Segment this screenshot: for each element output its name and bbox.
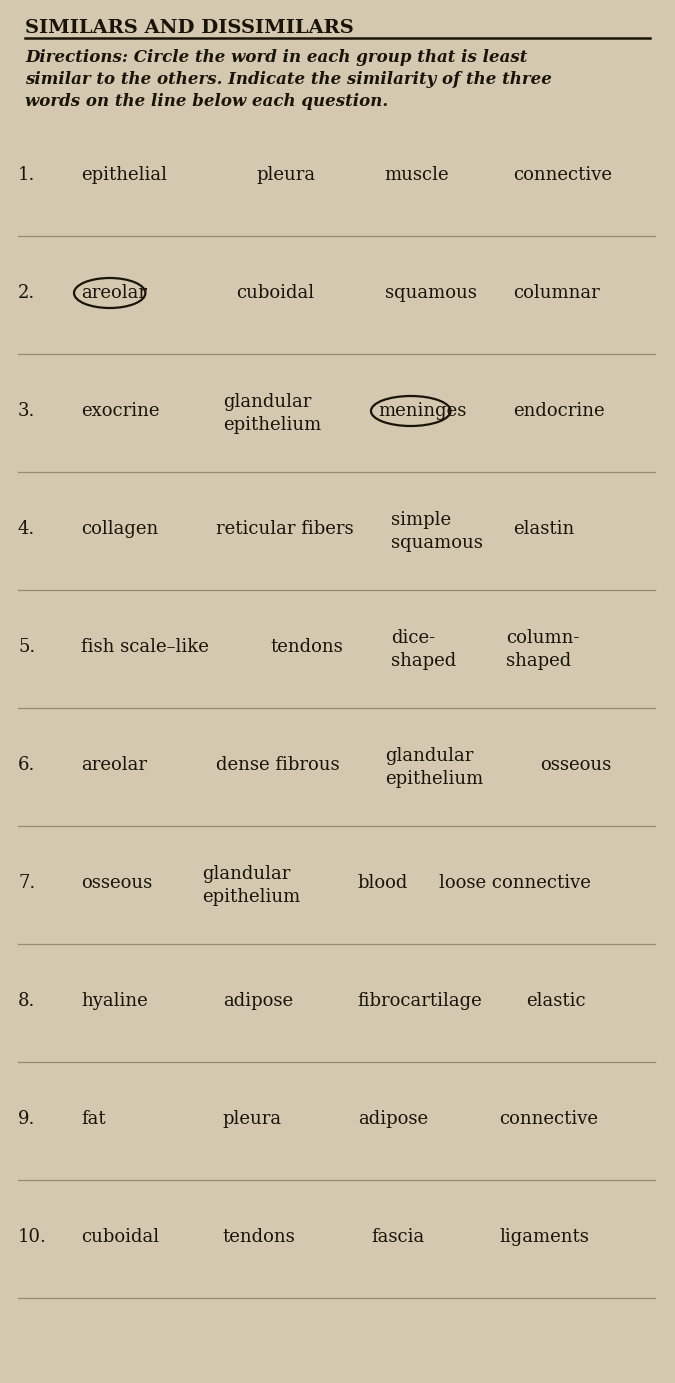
Text: loose connective: loose connective [439, 874, 591, 892]
Text: dense fibrous: dense fibrous [216, 757, 340, 774]
Text: pleura: pleura [256, 166, 316, 184]
Text: epithelium: epithelium [202, 888, 301, 906]
Text: endocrine: endocrine [513, 402, 605, 420]
Text: hyaline: hyaline [81, 992, 148, 1010]
Text: words on the line below each question.: words on the line below each question. [25, 94, 388, 111]
Text: 5.: 5. [18, 638, 35, 656]
Text: shaped: shaped [392, 651, 457, 669]
Text: adipose: adipose [223, 992, 293, 1010]
Text: Directions: Circle the word in each group that is least: Directions: Circle the word in each grou… [25, 50, 527, 66]
Text: pleura: pleura [223, 1111, 282, 1129]
Text: areolar: areolar [81, 757, 147, 774]
Text: epithelium: epithelium [385, 770, 483, 788]
Text: areolar: areolar [81, 284, 147, 301]
Text: 1.: 1. [18, 166, 35, 184]
Text: columnar: columnar [513, 284, 600, 301]
Text: 2.: 2. [18, 284, 35, 301]
Text: connective: connective [500, 1111, 599, 1129]
Text: squamous: squamous [392, 534, 483, 552]
Text: cuboidal: cuboidal [81, 1228, 159, 1246]
Text: adipose: adipose [358, 1111, 428, 1129]
Text: glandular: glandular [202, 864, 291, 882]
Text: epithelium: epithelium [223, 416, 321, 434]
Text: squamous: squamous [385, 284, 477, 301]
Text: glandular: glandular [385, 747, 473, 765]
Text: 3.: 3. [18, 402, 35, 420]
Text: blood: blood [358, 874, 408, 892]
Text: fish scale–like: fish scale–like [81, 638, 209, 656]
Text: ligaments: ligaments [500, 1228, 589, 1246]
Text: osseous: osseous [81, 874, 153, 892]
Text: tendons: tendons [270, 638, 343, 656]
Text: meninges: meninges [378, 402, 466, 420]
Text: 8.: 8. [18, 992, 35, 1010]
Text: elastic: elastic [526, 992, 586, 1010]
Text: osseous: osseous [540, 757, 612, 774]
Text: fibrocartilage: fibrocartilage [358, 992, 483, 1010]
Text: column-: column- [506, 629, 580, 647]
Text: simple: simple [392, 510, 452, 530]
Text: 6.: 6. [18, 757, 35, 774]
Text: cuboidal: cuboidal [236, 284, 315, 301]
Text: 9.: 9. [18, 1111, 35, 1129]
Text: similar to the others. Indicate the similarity of the three: similar to the others. Indicate the simi… [25, 72, 552, 89]
Text: exocrine: exocrine [81, 402, 159, 420]
Text: fat: fat [81, 1111, 105, 1129]
Text: 7.: 7. [18, 874, 35, 892]
Text: epithelial: epithelial [81, 166, 167, 184]
Text: glandular: glandular [223, 393, 311, 411]
Text: connective: connective [513, 166, 612, 184]
Text: collagen: collagen [81, 520, 158, 538]
Text: muscle: muscle [385, 166, 450, 184]
Text: 10.: 10. [18, 1228, 47, 1246]
Text: dice-: dice- [392, 629, 435, 647]
Text: SIMILARS AND DISSIMILARS: SIMILARS AND DISSIMILARS [25, 19, 354, 37]
Text: fascia: fascia [371, 1228, 425, 1246]
Text: elastin: elastin [513, 520, 574, 538]
Text: reticular fibers: reticular fibers [216, 520, 354, 538]
Text: 4.: 4. [18, 520, 35, 538]
Text: shaped: shaped [506, 651, 572, 669]
Text: tendons: tendons [223, 1228, 296, 1246]
